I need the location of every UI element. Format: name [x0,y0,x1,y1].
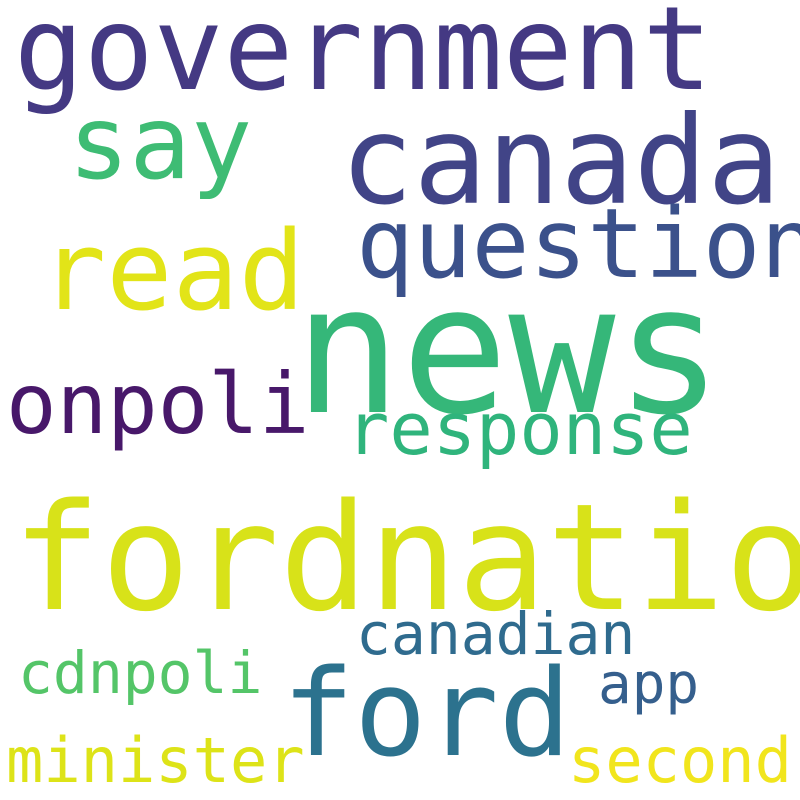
word-canada: canada [340,90,781,232]
word-response: response [346,387,693,471]
word-news: news [294,247,723,454]
word-say: say [68,84,253,203]
word-fordnation: fordnation [12,472,800,644]
word-government: government [14,0,713,117]
word-ford: ford [282,645,571,784]
word-second: second [568,724,792,797]
word-canadian: canadian [356,600,636,668]
word-app: app [598,652,700,717]
word-read: read [40,207,305,335]
word-cdnpoli: cdnpoli [18,639,263,707]
word-onpoli: onpoli [6,355,310,453]
word-minister: minister [6,724,305,797]
word-question: question [356,188,800,300]
